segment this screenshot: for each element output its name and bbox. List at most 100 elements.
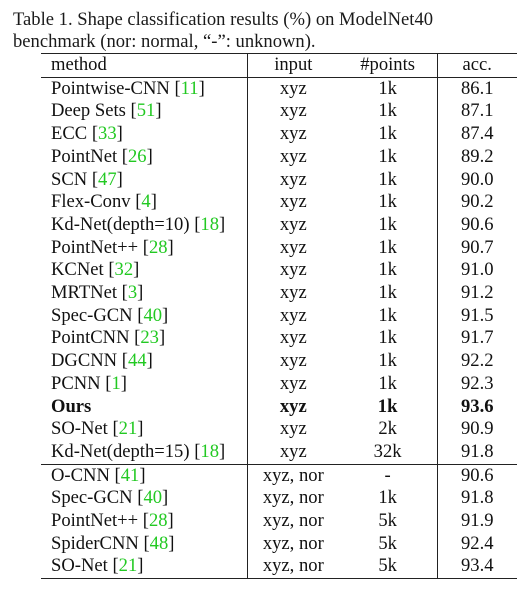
citation-link[interactable]: 21 [118, 555, 138, 577]
accuracy-cell: 89.2 [436, 145, 517, 169]
header-acc: acc. [436, 53, 517, 78]
citation-link[interactable]: 33 [98, 123, 117, 145]
accuracy-cell: 91.0 [436, 259, 517, 283]
method-cell: Pointwise-CNN [11] [41, 77, 248, 101]
input-cell: xyz, nor [262, 487, 324, 509]
table-row: PointNet++ [28] xyz, nor 5k 91.9 [41, 510, 517, 533]
method-name: Spec-GCN [51, 304, 133, 326]
table-row: KCNet [32] xyz 1k 91.0 [41, 259, 517, 283]
input-cell: xyz [279, 440, 307, 462]
accuracy-cell: 92.4 [436, 532, 517, 556]
accuracy-cell: 87.1 [436, 100, 517, 124]
citation-link[interactable]: 47 [98, 168, 117, 190]
accuracy-cell: 87.4 [436, 123, 517, 146]
table-row: Spec-GCN [40] xyz 1k 91.5 [41, 304, 517, 328]
method-cell: Deep Sets [51] [41, 100, 248, 124]
citation-link[interactable]: 51 [136, 100, 156, 122]
citation-link[interactable]: 21 [118, 418, 138, 440]
method-cell: PointCNN [23] [41, 327, 248, 351]
table-row: PCNN [1] xyz 1k 92.3 [41, 372, 517, 396]
citation-link[interactable]: 18 [200, 440, 219, 462]
input-cell: xyz, nor [262, 532, 324, 554]
table-row: SO-Net [21] xyz, nor 5k 93.4 [41, 555, 517, 579]
points-cell: 2k [378, 418, 397, 440]
method-name: Deep Sets [51, 100, 126, 122]
citation-link[interactable]: 3 [127, 282, 138, 304]
table-row: DGCNN [44] xyz 1k 92.2 [41, 350, 517, 373]
citation-link[interactable]: 1 [111, 372, 121, 394]
method-name: PointNet++ [51, 236, 139, 258]
accuracy-cell: 90.9 [436, 418, 517, 441]
citation-link[interactable]: 26 [127, 145, 147, 167]
points-cell: 1k [378, 487, 397, 509]
method-name: Pointwise-CNN [51, 77, 170, 99]
citation-link[interactable]: 18 [200, 213, 219, 235]
input-cell: xyz [279, 168, 307, 190]
input-cell: xyz [279, 145, 307, 167]
method-name: Ours [51, 395, 92, 417]
citation-link[interactable]: 23 [140, 327, 159, 349]
points-cell: 1k [378, 145, 397, 167]
method-cell: Kd-Net(depth=15) [18] [41, 440, 248, 465]
method-cell: KCNet [32] [41, 259, 248, 283]
method-name: SCN [51, 168, 88, 190]
table-row: MRTNet [3] xyz 1k 91.2 [41, 282, 517, 305]
accuracy-cell: 90.7 [436, 236, 517, 260]
input-cell: xyz [279, 372, 307, 394]
points-cell: 1k [378, 168, 397, 190]
method-name: Kd-Net(depth=15) [51, 440, 190, 462]
table-row: SpiderCNN [48] xyz, nor 5k 92.4 [41, 532, 517, 556]
method-name: SO-Net [51, 418, 108, 440]
method-cell: SO-Net [21] [41, 418, 248, 441]
citation-link[interactable]: 32 [114, 259, 134, 281]
table-row: ECC [33] xyz 1k 87.4 [41, 123, 517, 146]
method-cell: O-CNN [41] [41, 464, 248, 488]
method-cell: Spec-GCN [40] [41, 487, 248, 511]
method-name: SO-Net [51, 555, 108, 577]
points-cell: 1k [378, 259, 397, 281]
citation-link[interactable]: 4 [141, 191, 151, 213]
points-cell: 1k [378, 236, 397, 258]
points-cell: 1k [377, 395, 398, 417]
input-cell: xyz [279, 350, 307, 372]
xyz-normal-group: O-CNN [41] xyz, nor - 90.6 Spec-GCN [40] xyz,… [41, 464, 517, 579]
citation-link[interactable]: 48 [149, 532, 169, 554]
method-name: DGCNN [51, 350, 118, 372]
citation-link[interactable]: 44 [127, 350, 147, 372]
header-method: method [41, 53, 248, 78]
points-cell: - [384, 464, 391, 486]
points-cell: 1k [378, 304, 397, 326]
input-cell: xyz [279, 327, 307, 349]
citation-link[interactable]: 28 [148, 510, 168, 532]
points-cell: 5k [378, 510, 397, 532]
method-cell: PointNet++ [28] [41, 236, 248, 260]
input-cell: xyz [279, 259, 307, 281]
input-cell: xyz [279, 100, 307, 122]
table-row: O-CNN [41] xyz, nor - 90.6 [41, 464, 517, 488]
accuracy-cell: 91.7 [436, 327, 517, 351]
xyz-only-group: Pointwise-CNN [11] xyz 1k 86.1 Deep Sets [51… [41, 77, 517, 465]
citation-link[interactable]: 11 [180, 77, 199, 99]
citation-link[interactable]: 28 [148, 236, 168, 258]
table-row: PointNet [26] xyz 1k 89.2 [41, 145, 517, 169]
method-name: MRTNet [51, 282, 118, 304]
input-cell: xyz, nor [262, 464, 324, 486]
points-cell: 1k [378, 350, 397, 372]
points-cell: 1k [378, 213, 397, 235]
table-row: Ours xyz 1k 93.6 [41, 395, 517, 419]
table-row: Pointwise-CNN [11] xyz 1k 86.1 [41, 77, 517, 101]
input-cell: xyz, nor [262, 510, 324, 532]
citation-link[interactable]: 41 [120, 464, 140, 486]
table-row: Deep Sets [51] xyz 1k 87.1 [41, 100, 517, 124]
input-cell: xyz [279, 418, 307, 440]
accuracy-cell: 90.6 [436, 213, 517, 237]
table-caption: Table 1. Shape classification results (%… [13, 9, 434, 52]
accuracy-cell: 91.8 [436, 487, 517, 511]
method-cell: SCN [47] [41, 168, 248, 192]
method-name: PointNet++ [51, 510, 139, 532]
method-cell: SpiderCNN [48] [41, 532, 248, 556]
citation-link[interactable]: 40 [143, 304, 163, 326]
method-name: SpiderCNN [51, 532, 139, 554]
citation-link[interactable]: 40 [143, 487, 163, 509]
header-input: input [274, 54, 313, 75]
